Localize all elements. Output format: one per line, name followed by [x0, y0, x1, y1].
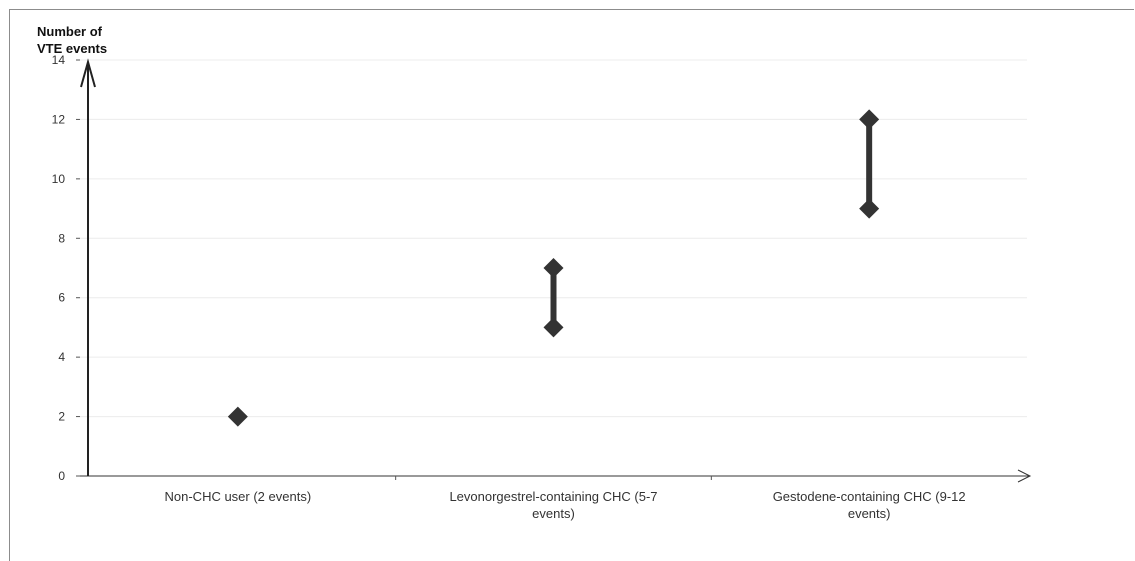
chart-frame	[9, 9, 1134, 561]
x-axis-arrow	[1017, 469, 1032, 483]
y-axis-title: Number of VTE events	[37, 24, 107, 56]
y-tick-label-10: 10	[52, 172, 66, 186]
y-tick-label-4: 4	[58, 350, 65, 364]
x-category-label-2-line-2: events)	[532, 506, 575, 521]
data-marks	[227, 109, 880, 427]
x-category-label-3-line-1: Gestodene-containing CHC (9-12	[773, 489, 966, 504]
y-tick-label-6: 6	[58, 291, 65, 305]
x-category-label-2-line-1: Levonorgestrel-containing CHC (5-7	[449, 489, 657, 504]
low-marker-2	[543, 317, 564, 338]
x-category-label-3-line-2: events)	[848, 506, 891, 521]
x-category-label-3: Gestodene-containing CHC (9-12 events)	[773, 489, 966, 521]
y-axis-ticks: 0 2 4 6 8 10 12 14	[52, 53, 80, 483]
y-tick-label-12: 12	[52, 112, 66, 126]
y-axis-title-line-2: VTE events	[37, 41, 107, 56]
y-axis-title-line-1: Number of	[37, 24, 103, 39]
low-marker-3	[859, 198, 880, 219]
y-tick-label-8: 8	[58, 231, 65, 245]
x-category-label-1: Non-CHC user (2 events)	[165, 489, 312, 504]
y-tick-label-0: 0	[58, 469, 65, 483]
gridlines	[80, 59, 1027, 418]
axes	[80, 58, 1032, 483]
x-axis-categories: Non-CHC user (2 events) Levonorgestrel-co…	[165, 476, 966, 521]
y-axis-title-text: Number of VTE events	[37, 24, 107, 56]
point-marker-1	[227, 406, 248, 427]
x-category-label-1-line-1: Non-CHC user (2 events)	[165, 489, 312, 504]
high-marker-3	[859, 109, 880, 130]
y-tick-label-2: 2	[58, 410, 65, 424]
y-tick-label-14: 14	[52, 53, 66, 67]
x-category-label-2: Levonorgestrel-containing CHC (5-7 events…	[449, 489, 657, 521]
high-marker-2	[543, 258, 564, 278]
y-axis-arrow	[80, 58, 96, 88]
